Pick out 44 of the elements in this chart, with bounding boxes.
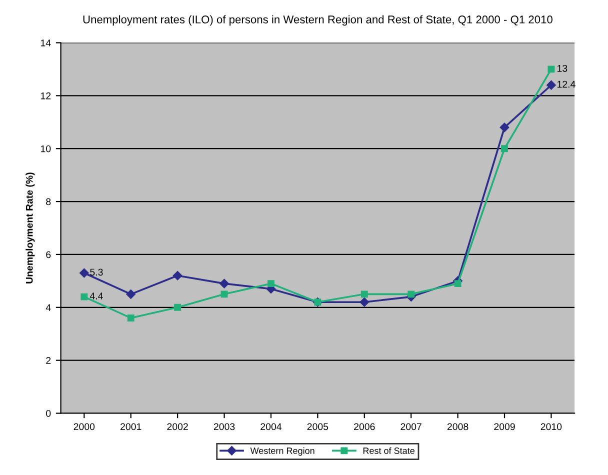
point [454,280,462,288]
x-tick-label: 2002 [167,423,188,430]
x-tick-label: 2001 [120,423,142,430]
data-label: 5.3 [90,268,103,276]
data-label: 13 [558,64,568,72]
point [127,314,134,322]
y-tick-label: 6 [46,251,51,258]
point [172,271,182,280]
point [268,280,274,288]
y-tick-label: 0 [46,410,51,417]
y-tick-label: 14 [41,40,51,46]
point [80,268,89,278]
point [80,293,88,300]
x-tick-label: 2004 [260,423,282,430]
x-tick-label: 2010 [540,423,562,430]
legend-label: Rest of State [363,447,414,454]
x-tick-label: 2007 [400,423,422,430]
x-tick-label: 2008 [447,423,468,430]
point [501,145,508,152]
y-axis-title: Unemployment Rate (%) [26,172,35,284]
x-tick-label: 2006 [354,423,375,430]
chart-title: Unemployment rates (ILO) of persons in Western Region and Rest of State, Q1 2000 - Q1 2010 [83,15,552,26]
x-tick-label: 2003 [214,423,235,430]
point [408,290,415,298]
y-tick-label: 2 [46,357,51,364]
point [220,290,228,298]
point [500,122,510,132]
point [548,66,555,73]
point [546,80,556,90]
y-tick-label: 10 [41,145,51,152]
x-tick-label: 2005 [307,423,328,430]
point [174,304,182,311]
x-tick-label: 2000 [74,423,95,430]
data-label: 12.4 [558,80,576,88]
y-tick-label: 4 [46,304,51,311]
x-tick-label: 2009 [494,423,515,430]
point [126,290,136,299]
point [360,297,370,307]
y-tick-label: 8 [46,198,51,206]
legend-label: Western Region [250,447,314,456]
data-label: 4.4 [90,292,103,300]
point [360,290,368,298]
point [220,278,229,288]
y-tick-label: 12 [41,92,51,100]
